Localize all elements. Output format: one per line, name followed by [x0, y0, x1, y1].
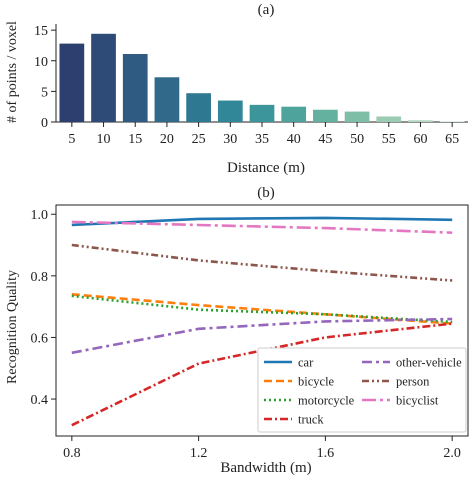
chart-a-title: (a) — [258, 2, 275, 18]
chart-b-title: (b) — [257, 185, 275, 201]
chart-a-x-tick-label: 35 — [255, 132, 269, 147]
chart-a-x-tick-label: 60 — [413, 132, 427, 147]
chart-a-bar — [91, 33, 116, 122]
chart-b-series-truck — [71, 322, 453, 427]
chart-b-x-tick-label: 1.6 — [317, 446, 335, 461]
chart-a-x-tick-label: 5 — [68, 132, 75, 147]
chart-b-series-car — [71, 216, 453, 227]
chart-a-bar — [281, 106, 307, 122]
chart-b-series-other-vehicle — [71, 317, 453, 355]
chart-a-ylabel: # of points / voxel — [5, 21, 20, 123]
chart-b-legend-label: motorcycle — [298, 394, 355, 408]
chart-b-y-tick-label: 0.8 — [31, 270, 49, 285]
chart-a-bar — [376, 116, 402, 122]
chart-a-x-tick-label: 25 — [192, 132, 206, 147]
chart-a-x-tick-label: 10 — [97, 132, 111, 147]
chart-a-x-tick-label: 65 — [445, 132, 459, 147]
chart-b-series-bicyclist — [71, 220, 453, 234]
chart-b-legend — [257, 347, 467, 433]
chart-b-legend-label: bicyclist — [396, 394, 439, 408]
chart-a-x-tick-label: 15 — [128, 132, 142, 147]
chart-b-frame — [55, 204, 469, 437]
chart-a-x-tick-label: 40 — [287, 132, 301, 147]
chart-a-bar — [439, 121, 465, 122]
chart-a-bar — [249, 104, 275, 122]
chart-a-bar — [217, 100, 243, 122]
chart-a-bar — [186, 93, 211, 122]
chart-b-series-motorcycle — [71, 294, 453, 324]
chart-b-series-bicycle — [71, 293, 453, 325]
chart-a-bar — [313, 109, 338, 122]
chart-b-legend-label: bicycle — [298, 375, 335, 389]
chart-b-series-person — [71, 243, 453, 282]
chart-a-y-tick-label: 15 — [34, 24, 48, 39]
chart-b-y-tick-label: 1.0 — [31, 208, 49, 223]
chart-b-x-tick-label: 0.8 — [63, 446, 81, 461]
chart-a-bar — [59, 43, 85, 122]
chart-b-ylabel: Recognition Quality — [5, 270, 20, 384]
chart-b-legend-label: truck — [298, 413, 324, 427]
chart-b-legend-label: other-vehicle — [396, 356, 462, 370]
chart-b-y-tick-label: 0.4 — [31, 393, 49, 408]
chart-b-y-tick-label: 0.6 — [31, 331, 49, 346]
chart-a-x-tick-label: 30 — [223, 132, 237, 147]
chart-a-y-tick-label: 10 — [34, 55, 48, 70]
chart-b-x-tick-label: 2.0 — [443, 446, 461, 461]
chart-a-y-tick-label: 5 — [41, 85, 48, 100]
chart-a: (a) # of points / voxel Distance (m) 0 5 1… — [5, 2, 468, 176]
chart-a-bar — [154, 77, 180, 122]
chart-a-x-tick-label: 45 — [318, 132, 332, 147]
chart-a-xlabel: Distance (m) — [227, 160, 305, 176]
chart-a-x-tick-label: 50 — [350, 132, 364, 147]
chart-a-bar — [344, 111, 370, 122]
chart-a-x-tick-label: 20 — [160, 132, 174, 147]
chart-a-bar — [122, 54, 148, 123]
chart-b-legend-label: person — [396, 375, 430, 389]
chart-a-x-tick-label: 55 — [382, 132, 396, 147]
chart-a-bar — [408, 120, 433, 122]
chart-b: (b) Recognition Quality Bandwidth (m) 0.… — [5, 185, 469, 476]
chart-a-y-tick-label: 0 — [41, 116, 48, 131]
chart-b-x-tick-label: 1.2 — [190, 446, 208, 461]
chart-b-xlabel: Bandwidth (m) — [220, 460, 311, 476]
chart-b-legend-label: car — [298, 356, 314, 370]
